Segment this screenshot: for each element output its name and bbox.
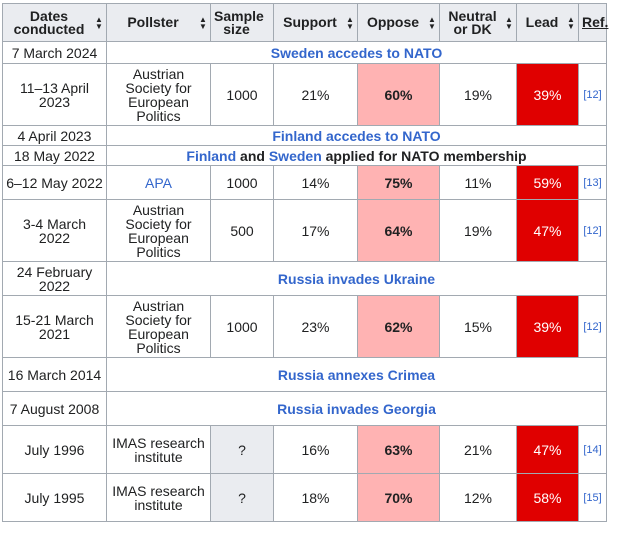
pollster-cell: IMAS research institute bbox=[106, 425, 211, 474]
pollster-cell: Austrian Society for European Politics bbox=[106, 295, 211, 358]
date-cell: July 1995 bbox=[2, 473, 107, 522]
sort-icon[interactable]: ▲ ▼ bbox=[505, 14, 513, 31]
sweden-link[interactable]: Sweden bbox=[268, 147, 322, 164]
oppose-cell: 62% bbox=[357, 295, 440, 358]
date-cell: 15-21 March 2021 bbox=[2, 295, 107, 358]
event-row: 7 March 2024 Sweden accedes to NATO bbox=[2, 41, 607, 64]
event-row: 7 August 2008 Russia invades Georgia bbox=[2, 391, 607, 426]
reference-link[interactable]: [14] bbox=[578, 425, 607, 474]
neutral-cell: 11% bbox=[439, 165, 517, 200]
pollster-cell: Austrian Society for European Politics bbox=[106, 199, 211, 262]
date-cell: 4 April 2023 bbox=[2, 125, 107, 146]
reference-link[interactable]: [12] bbox=[578, 199, 607, 262]
event-row: 18 May 2022 Finland and Sweden applied f… bbox=[2, 145, 607, 166]
poll-row: 11–13 April 2023 Austrian Society for Eu… bbox=[2, 63, 607, 126]
neutral-cell: 19% bbox=[439, 199, 517, 262]
lead-cell: 39% bbox=[516, 295, 579, 358]
oppose-cell: 75% bbox=[357, 165, 440, 200]
poll-row: July 1996 IMAS research institute ? 16% … bbox=[2, 425, 607, 474]
poll-row: 6–12 May 2022 APA 1000 14% 75% 11% 59% [… bbox=[2, 165, 607, 200]
column-header-sample-size[interactable]: Sample size bbox=[210, 3, 274, 42]
event-row: 4 April 2023 Finland accedes to NATO bbox=[2, 125, 607, 146]
column-header-lead[interactable]: Lead ▲ ▼ bbox=[516, 3, 579, 42]
lead-cell: 47% bbox=[516, 199, 579, 262]
reference-link[interactable]: [12] bbox=[578, 295, 607, 358]
event-row: 24 February 2022 Russia invades Ukraine bbox=[2, 261, 607, 296]
neutral-cell: 19% bbox=[439, 63, 517, 126]
event-link[interactable]: Sweden accedes to NATO bbox=[106, 41, 607, 64]
date-cell: 18 May 2022 bbox=[2, 145, 107, 166]
reference-link[interactable]: [15] bbox=[578, 473, 607, 522]
sample-size-cell: ? bbox=[210, 473, 274, 522]
neutral-cell: 21% bbox=[439, 425, 517, 474]
date-cell: 7 March 2024 bbox=[2, 41, 107, 64]
sample-size-cell: 1000 bbox=[210, 165, 274, 200]
column-header-oppose[interactable]: Oppose ▲ ▼ bbox=[357, 3, 440, 42]
support-cell: 16% bbox=[273, 425, 358, 474]
event-link[interactable]: Finland accedes to NATO bbox=[106, 125, 607, 146]
pollster-cell: Austrian Society for European Politics bbox=[106, 63, 211, 126]
event-link[interactable]: Russia annexes Crimea bbox=[106, 357, 607, 392]
date-cell: 16 March 2014 bbox=[2, 357, 107, 392]
sort-icon[interactable]: ▲ ▼ bbox=[428, 14, 436, 31]
event-text: applied for NATO membership bbox=[321, 147, 527, 164]
date-cell: 7 August 2008 bbox=[2, 391, 107, 426]
poll-row: July 1995 IMAS research institute ? 18% … bbox=[2, 473, 607, 522]
date-cell: 24 February 2022 bbox=[2, 261, 107, 296]
date-cell: July 1996 bbox=[2, 425, 107, 474]
date-cell: 3-4 March 2022 bbox=[2, 199, 107, 262]
sample-size-cell: 1000 bbox=[210, 295, 274, 358]
lead-cell: 58% bbox=[516, 473, 579, 522]
neutral-cell: 15% bbox=[439, 295, 517, 358]
sample-size-cell: 1000 bbox=[210, 63, 274, 126]
oppose-cell: 63% bbox=[357, 425, 440, 474]
sort-icon[interactable]: ▲ ▼ bbox=[346, 14, 354, 31]
sort-icon[interactable]: ▲ ▼ bbox=[567, 14, 575, 31]
pollster-cell: IMAS research institute bbox=[106, 473, 211, 522]
oppose-cell: 64% bbox=[357, 199, 440, 262]
oppose-cell: 70% bbox=[357, 473, 440, 522]
column-header-ref[interactable]: Ref. bbox=[578, 3, 608, 42]
support-cell: 17% bbox=[273, 199, 358, 262]
column-header-dates[interactable]: Dates conducted ▲ ▼ bbox=[2, 3, 107, 42]
support-cell: 21% bbox=[273, 63, 358, 126]
pollster-cell: APA bbox=[106, 165, 211, 200]
sample-size-cell: ? bbox=[210, 425, 274, 474]
column-header-pollster[interactable]: Pollster ▲ ▼ bbox=[106, 3, 211, 42]
support-cell: 18% bbox=[273, 473, 358, 522]
support-cell: 23% bbox=[273, 295, 358, 358]
support-cell: 14% bbox=[273, 165, 358, 200]
event-cell: Finland and Sweden applied for NATO memb… bbox=[106, 145, 607, 166]
reference-link[interactable]: [13] bbox=[578, 165, 607, 200]
column-header-neutral[interactable]: Neutral or DK ▲ ▼ bbox=[439, 3, 517, 42]
event-link[interactable]: Russia invades Georgia bbox=[106, 391, 607, 426]
date-cell: 6–12 May 2022 bbox=[2, 165, 107, 200]
poll-row: 3-4 March 2022 Austrian Society for Euro… bbox=[2, 199, 607, 262]
lead-cell: 39% bbox=[516, 63, 579, 126]
event-row: 16 March 2014 Russia annexes Crimea bbox=[2, 357, 607, 392]
oppose-cell: 60% bbox=[357, 63, 440, 126]
sort-icon[interactable]: ▲ ▼ bbox=[199, 14, 207, 31]
event-link[interactable]: Russia invades Ukraine bbox=[106, 261, 607, 296]
column-header-support[interactable]: Support ▲ ▼ bbox=[273, 3, 358, 42]
lead-cell: 47% bbox=[516, 425, 579, 474]
sample-size-cell: 500 bbox=[210, 199, 274, 262]
opinion-polls-table: Dates conducted ▲ ▼ Pollster ▲ ▼ Sample size… bbox=[2, 3, 608, 522]
clipped-text-above: _ _ _ _ _ _ _ _ _ _ _ _ _ _ _ _ _ _ _ _ bbox=[0, 0, 622, 5]
poll-row: 15-21 March 2021 Austrian Society for Eu… bbox=[2, 295, 607, 358]
event-text: and bbox=[236, 147, 269, 164]
sort-icon[interactable]: ▲ ▼ bbox=[95, 14, 103, 31]
date-cell: 11–13 April 2023 bbox=[2, 63, 107, 126]
lead-cell: 59% bbox=[516, 165, 579, 200]
pollster-link[interactable]: APA bbox=[145, 174, 172, 191]
reference-link[interactable]: [12] bbox=[578, 63, 607, 126]
neutral-cell: 12% bbox=[439, 473, 517, 522]
finland-link[interactable]: Finland bbox=[186, 147, 237, 164]
header-row: Dates conducted ▲ ▼ Pollster ▲ ▼ Sample size… bbox=[2, 3, 608, 42]
